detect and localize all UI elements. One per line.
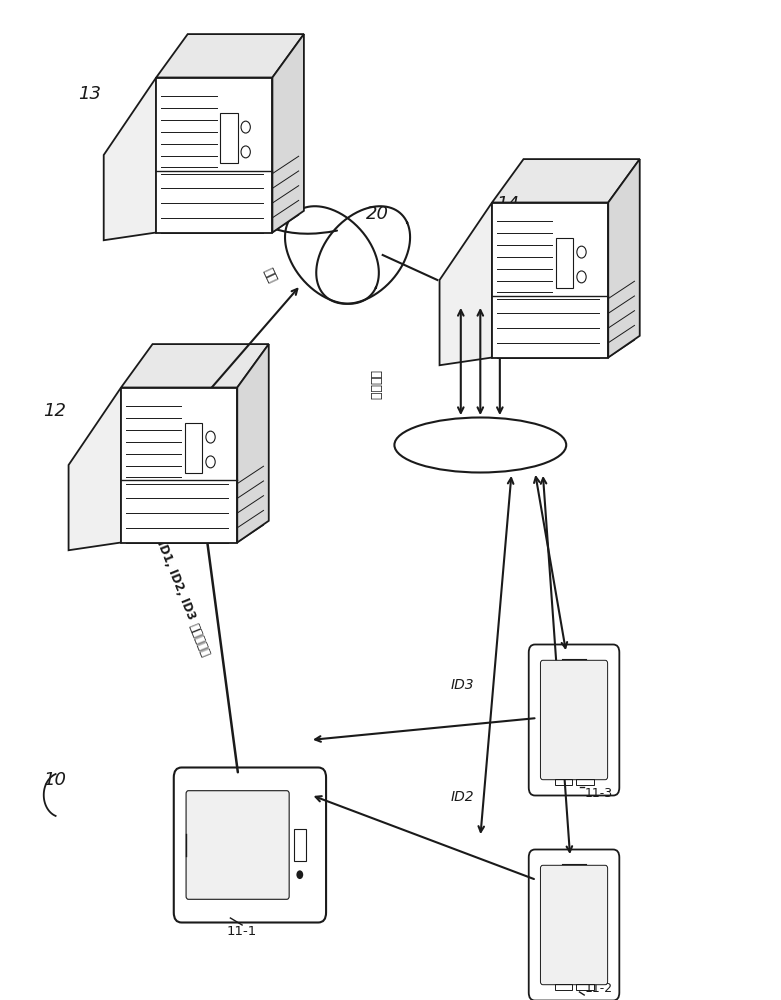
Text: 14: 14: [496, 195, 519, 213]
Text: 13: 13: [78, 85, 101, 103]
Polygon shape: [273, 34, 304, 232]
Text: ID3: ID3: [451, 678, 474, 692]
Text: 11-3: 11-3: [584, 787, 612, 800]
Text: 结算: 结算: [260, 265, 279, 285]
Text: 照片共享: 照片共享: [369, 370, 381, 400]
Text: ID2: ID2: [451, 790, 474, 804]
Bar: [576, 779, 594, 785]
Text: 10: 10: [43, 771, 66, 789]
Polygon shape: [156, 34, 304, 78]
Text: 11-1: 11-1: [227, 925, 257, 938]
Bar: [555, 779, 572, 785]
Bar: [220, 113, 237, 163]
Polygon shape: [608, 159, 640, 358]
Bar: [555, 984, 572, 990]
Polygon shape: [121, 344, 269, 387]
Bar: [576, 984, 594, 990]
FancyBboxPatch shape: [173, 768, 326, 922]
FancyBboxPatch shape: [529, 849, 619, 1000]
Polygon shape: [492, 202, 608, 358]
Polygon shape: [237, 344, 269, 542]
Polygon shape: [156, 78, 273, 232]
Polygon shape: [492, 159, 640, 202]
Text: 11-2: 11-2: [584, 982, 612, 995]
Polygon shape: [440, 202, 492, 365]
Bar: [185, 423, 202, 473]
Polygon shape: [104, 78, 156, 240]
Text: 结算金额带: 结算金额带: [187, 621, 212, 659]
FancyBboxPatch shape: [529, 644, 619, 796]
Text: ID1, ID2, ID3: ID1, ID2, ID3: [154, 539, 198, 621]
Bar: [556, 238, 573, 288]
FancyBboxPatch shape: [540, 865, 608, 985]
Polygon shape: [69, 387, 121, 550]
Polygon shape: [121, 387, 237, 542]
Text: 20: 20: [366, 205, 388, 223]
FancyBboxPatch shape: [186, 791, 289, 899]
Circle shape: [297, 870, 303, 879]
FancyBboxPatch shape: [540, 660, 608, 780]
Text: 12: 12: [43, 402, 66, 420]
Bar: [294, 829, 306, 861]
